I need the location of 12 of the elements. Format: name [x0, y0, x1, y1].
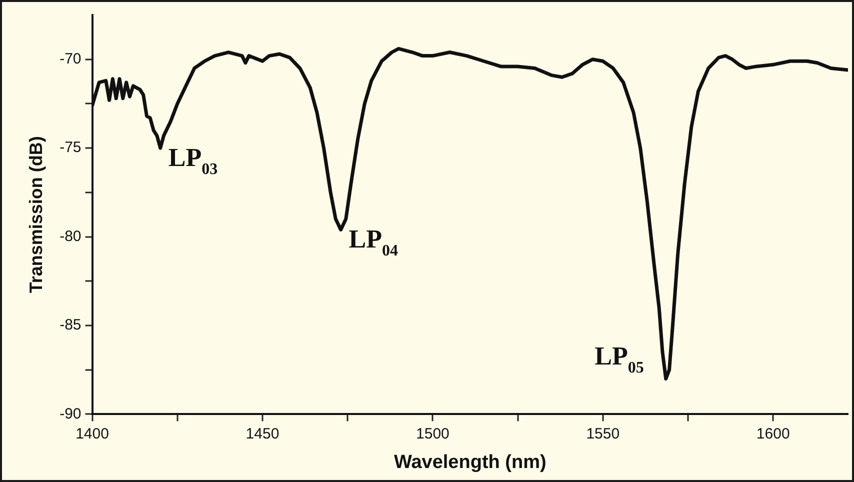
x-tick-label: 1600 [756, 425, 790, 442]
y-tick-label: -75 [60, 139, 82, 156]
x-tick-label: 1500 [416, 425, 450, 442]
x-axis-title: Wavelength (nm) [394, 452, 546, 473]
x-tick-label: 1550 [586, 425, 620, 442]
y-axis-title: Transmission (dB) [26, 136, 46, 294]
y-tick-label: -80 [60, 228, 82, 245]
x-tick-label: 1400 [76, 425, 109, 442]
y-tick-label: -90 [60, 405, 82, 422]
y-tick-label: -85 [60, 316, 82, 334]
y-tick-label: -70 [60, 50, 82, 68]
x-tick-label: 1450 [246, 425, 280, 442]
